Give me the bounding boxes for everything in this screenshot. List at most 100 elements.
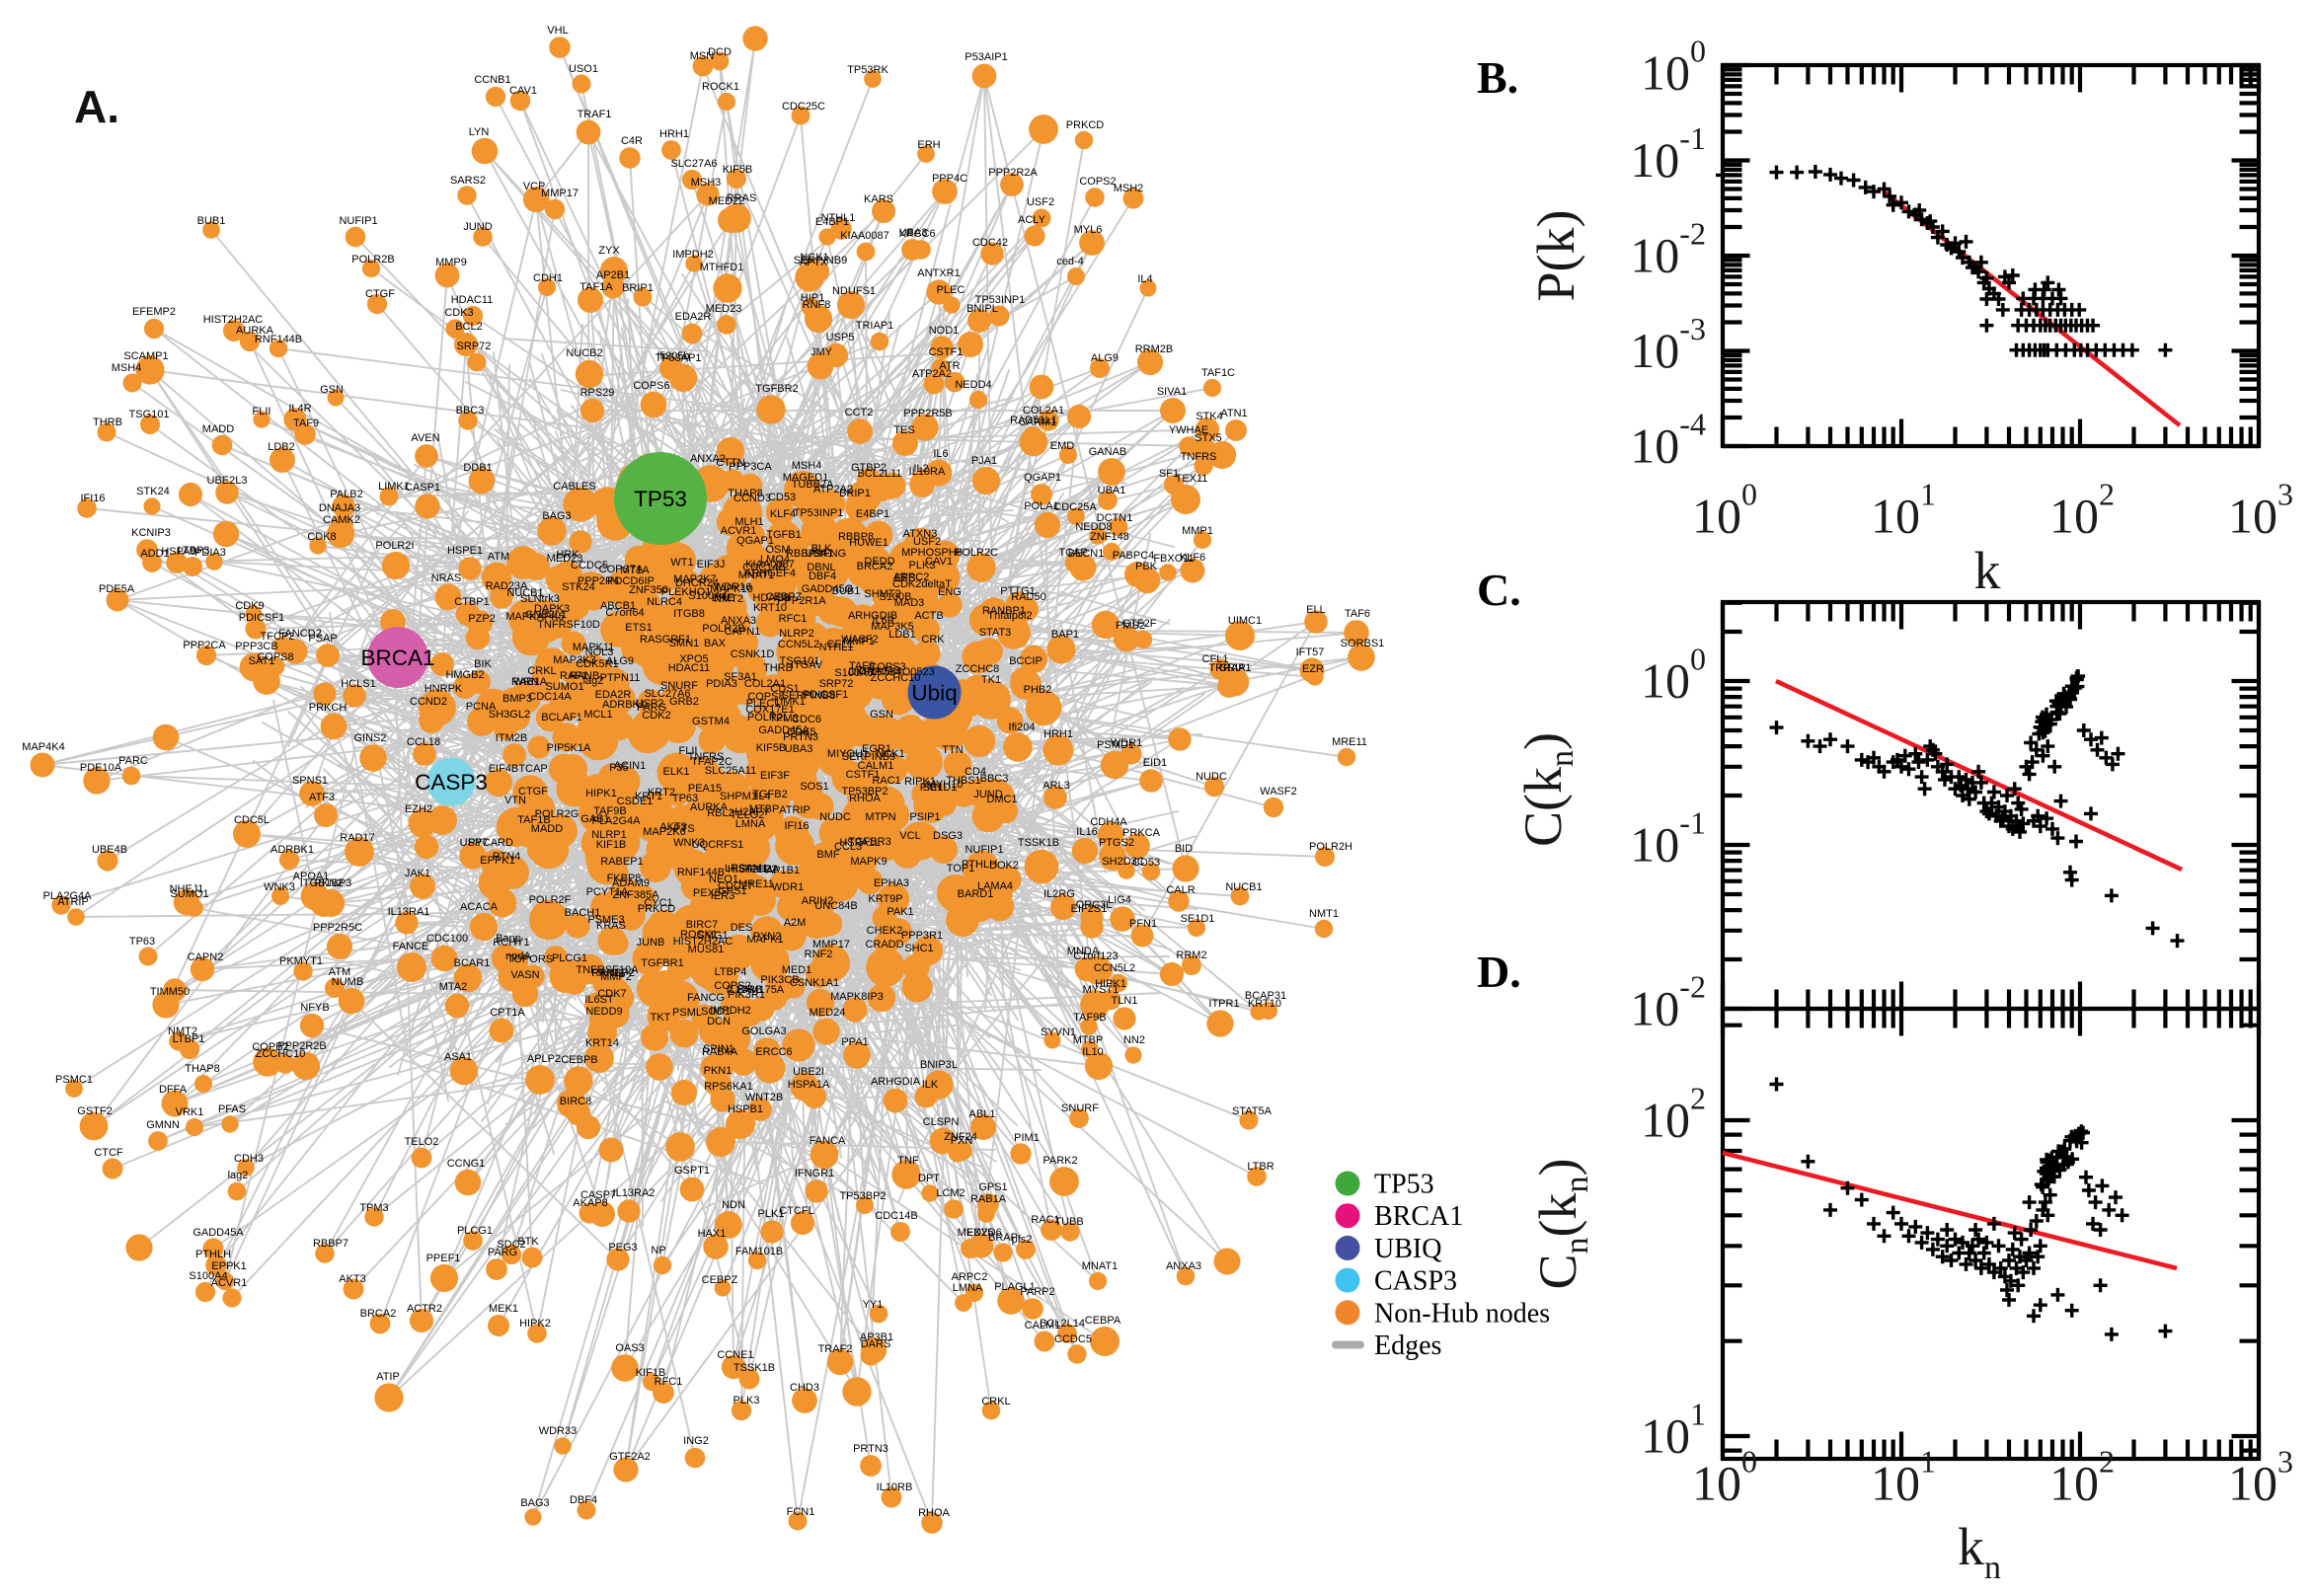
svg-text:TFCP2: TFCP2 bbox=[261, 631, 295, 643]
svg-text:IL6ST: IL6ST bbox=[584, 994, 614, 1006]
svg-text:UBA1: UBA1 bbox=[1098, 485, 1126, 496]
svg-text:PSIP1: PSIP1 bbox=[909, 811, 940, 823]
svg-text:UBE2L3: UBE2L3 bbox=[207, 475, 248, 487]
svg-text:MTBP: MTBP bbox=[1073, 1034, 1104, 1046]
svg-text:MAP3K5: MAP3K5 bbox=[871, 621, 913, 633]
svg-text:10: 10 bbox=[1692, 1456, 1741, 1511]
svg-text:-4: -4 bbox=[1679, 407, 1706, 442]
svg-text:SMG1: SMG1 bbox=[697, 930, 728, 942]
svg-text:GSTF2: GSTF2 bbox=[77, 1105, 112, 1117]
svg-text:CTGF: CTGF bbox=[365, 288, 395, 300]
svg-text:NUFIP1: NUFIP1 bbox=[339, 215, 377, 227]
svg-text:WDR16: WDR16 bbox=[714, 581, 752, 593]
svg-text:KRT9P: KRT9P bbox=[868, 893, 902, 905]
svg-text:ITM2B: ITM2B bbox=[496, 732, 527, 744]
svg-text:E4BP1: E4BP1 bbox=[856, 508, 889, 520]
svg-text:ARHGDIA: ARHGDIA bbox=[871, 1076, 921, 1088]
svg-text:TP53INP1: TP53INP1 bbox=[975, 294, 1026, 306]
svg-text:PEA15: PEA15 bbox=[688, 783, 722, 795]
svg-text:10: 10 bbox=[1630, 418, 1679, 474]
svg-text:KIF5B: KIF5B bbox=[756, 742, 787, 754]
svg-text:CDK9: CDK9 bbox=[235, 600, 264, 612]
svg-text:ELL: ELL bbox=[1306, 604, 1326, 616]
svg-text:TAF1B: TAF1B bbox=[517, 814, 550, 826]
svg-text:AP2B1: AP2B1 bbox=[596, 269, 630, 281]
svg-text:ATM: ATM bbox=[488, 551, 509, 563]
svg-text:CD4: CD4 bbox=[965, 766, 986, 778]
svg-text:SF1: SF1 bbox=[1159, 468, 1179, 480]
svg-text:CDK3: CDK3 bbox=[444, 307, 473, 319]
svg-text:-2: -2 bbox=[1679, 969, 1706, 1005]
svg-text:1: 1 bbox=[1920, 1444, 1936, 1480]
svg-text:MED24: MED24 bbox=[810, 1007, 846, 1019]
svg-text:SORBS1: SORBS1 bbox=[1341, 638, 1385, 649]
svg-text:SHPM1: SHPM1 bbox=[720, 791, 757, 802]
svg-text:CCN5L2: CCN5L2 bbox=[1094, 962, 1135, 974]
svg-text:RBL2: RBL2 bbox=[707, 807, 734, 819]
svg-text:CD53: CD53 bbox=[1132, 857, 1160, 869]
svg-text:GTF2F: GTF2F bbox=[1122, 618, 1157, 630]
svg-text:HNRPK: HNRPK bbox=[425, 683, 463, 695]
svg-text:TP53INP1: TP53INP1 bbox=[794, 507, 844, 519]
svg-text:0: 0 bbox=[1690, 34, 1706, 69]
svg-text:UIMC1: UIMC1 bbox=[1228, 615, 1262, 627]
svg-text:H2AFY: H2AFY bbox=[734, 806, 770, 818]
svg-text:TGFB1: TGFB1 bbox=[766, 529, 801, 541]
svg-text:RHOA: RHOA bbox=[918, 1507, 950, 1519]
svg-text:PARG: PARG bbox=[488, 1247, 517, 1258]
svg-text:ACTB: ACTB bbox=[914, 610, 943, 622]
svg-text:NDN: NDN bbox=[722, 1199, 745, 1211]
svg-text:CDC25C: CDC25C bbox=[782, 101, 825, 113]
svg-text:DOK2: DOK2 bbox=[989, 860, 1019, 872]
svg-text:0: 0 bbox=[1741, 477, 1757, 512]
svg-text:CDC42: CDC42 bbox=[972, 237, 1008, 249]
svg-text:PEG3: PEG3 bbox=[608, 1242, 637, 1254]
svg-text:KRT14: KRT14 bbox=[585, 1037, 619, 1049]
svg-text:PRTN3: PRTN3 bbox=[853, 1443, 888, 1455]
svg-text:EZH2: EZH2 bbox=[405, 803, 432, 815]
svg-text:BACH1: BACH1 bbox=[565, 907, 601, 919]
svg-text:ERCC6: ERCC6 bbox=[755, 1046, 792, 1058]
svg-text:ILK: ILK bbox=[922, 1079, 939, 1091]
svg-text:NLRP2: NLRP2 bbox=[779, 628, 813, 640]
svg-text:COPS8: COPS8 bbox=[257, 651, 293, 663]
svg-text:TAF9B: TAF9B bbox=[1073, 1012, 1106, 1024]
svg-text:2: 2 bbox=[2099, 477, 2115, 512]
svg-text:ETS1: ETS1 bbox=[625, 622, 653, 634]
svg-text:CRK: CRK bbox=[921, 634, 945, 646]
svg-text:PFAS: PFAS bbox=[218, 1103, 246, 1115]
svg-text:GNB2L1: GNB2L1 bbox=[525, 609, 567, 621]
svg-text:CLSPN: CLSPN bbox=[923, 1116, 960, 1128]
svg-text:RASGRF1: RASGRF1 bbox=[640, 634, 691, 646]
svg-text:D.: D. bbox=[1477, 947, 1521, 997]
svg-text:PDE10A: PDE10A bbox=[80, 762, 122, 774]
svg-text:MMP9: MMP9 bbox=[435, 257, 467, 268]
svg-text:AKT3: AKT3 bbox=[339, 1273, 366, 1285]
svg-text:GSTM4: GSTM4 bbox=[692, 716, 730, 727]
svg-text:RAC1: RAC1 bbox=[1031, 1214, 1059, 1226]
svg-text:RHOA: RHOA bbox=[849, 793, 881, 804]
svg-text:BNIP3L: BNIP3L bbox=[920, 1059, 958, 1071]
svg-text:-3: -3 bbox=[1679, 311, 1706, 346]
svg-text:ZCCHC10: ZCCHC10 bbox=[256, 1048, 306, 1060]
svg-text:PTGS2: PTGS2 bbox=[1099, 837, 1134, 849]
svg-text:THRB: THRB bbox=[93, 417, 122, 428]
svg-text:YY1: YY1 bbox=[863, 1299, 884, 1311]
svg-text:IFI16: IFI16 bbox=[784, 820, 809, 832]
svg-text:TCAP: TCAP bbox=[1058, 547, 1087, 559]
svg-text:HIP1: HIP1 bbox=[801, 292, 824, 304]
svg-text:ENG: ENG bbox=[938, 586, 962, 598]
svg-text:BAG3: BAG3 bbox=[520, 1497, 549, 1509]
svg-text:KIF1B: KIF1B bbox=[636, 1367, 666, 1379]
svg-text:RAB1A: RAB1A bbox=[970, 1193, 1007, 1205]
svg-text:RPS29: RPS29 bbox=[580, 387, 615, 399]
svg-text:MAP4K4: MAP4K4 bbox=[22, 741, 64, 753]
svg-text:IL13RA1: IL13RA1 bbox=[388, 906, 430, 918]
svg-text:RANBP1: RANBP1 bbox=[982, 605, 1026, 617]
svg-text:HDAC8: HDAC8 bbox=[752, 592, 789, 604]
svg-text:PZP2: PZP2 bbox=[468, 613, 496, 625]
svg-text:DMC1: DMC1 bbox=[986, 794, 1017, 805]
svg-text:CDK8: CDK8 bbox=[307, 531, 336, 543]
svg-text:ATM: ATM bbox=[329, 966, 350, 978]
svg-text:TGFBR1: TGFBR1 bbox=[641, 957, 683, 969]
